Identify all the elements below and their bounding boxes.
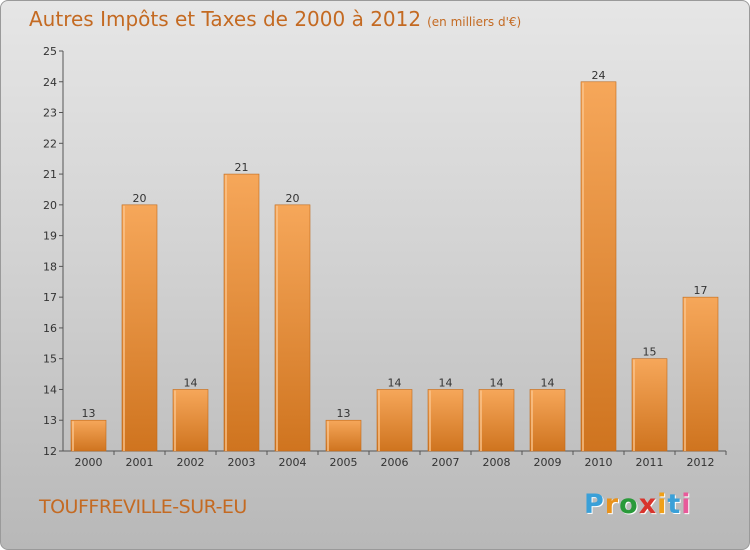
bar (223, 173, 260, 452)
x-tick-label: 2002 (177, 456, 205, 469)
data-label: 13 (82, 407, 96, 420)
data-label: 15 (643, 346, 657, 359)
bar (682, 296, 719, 452)
x-tick-label: 2010 (585, 456, 613, 469)
bar-highlight (429, 390, 431, 451)
bar (121, 204, 158, 452)
bar-highlight (225, 175, 227, 452)
x-tick-label: 2006 (381, 456, 409, 469)
y-tick-label: 23 (43, 107, 57, 120)
x-tick-label: 2011 (636, 456, 664, 469)
x-tick-label: 2007 (432, 456, 460, 469)
bar-highlight (174, 390, 176, 451)
y-axis: 12 13 14 15 16 17 18 19 20 21 22 23 24 25 (43, 45, 64, 458)
y-tick-label: 19 (43, 230, 57, 243)
data-label: 14 (388, 376, 402, 389)
y-tick-label: 21 (43, 168, 57, 181)
chart-title: Autres Impôts et Taxes de 2000 à 2012 (en… (29, 7, 521, 31)
bar-highlight (327, 421, 329, 451)
logo-letter: i (657, 489, 668, 520)
bar-highlight (684, 298, 686, 451)
bar (274, 204, 311, 452)
x-tick-label: 2003 (228, 456, 256, 469)
bar (325, 419, 362, 452)
chart-title-text: Autres Impôts et Taxes de 2000 à 2012 (29, 7, 422, 31)
proxiti-logo[interactable]: Proxiti (584, 489, 692, 520)
y-tick-label: 16 (43, 322, 57, 335)
y-tick-label: 24 (43, 76, 57, 89)
y-tick-label: 20 (43, 199, 57, 212)
logo-letter: r (604, 489, 620, 520)
data-label: 24 (592, 69, 606, 82)
logo-letter: P (584, 489, 605, 520)
data-label: 21 (235, 161, 249, 174)
data-label: 14 (439, 376, 453, 389)
y-tick-label: 15 (43, 353, 57, 366)
bar (478, 389, 515, 452)
bar (427, 389, 464, 452)
logo-letter: o (619, 489, 639, 520)
x-tick-label: 2001 (126, 456, 154, 469)
bar-highlight (72, 421, 74, 451)
x-tick-label: 2004 (279, 456, 307, 469)
bar (631, 358, 668, 452)
bar-highlight (582, 82, 584, 452)
chart-unit: (en milliers d'€) (427, 15, 522, 29)
commune-name: TOUFFREVILLE-SUR-EU (39, 496, 247, 518)
y-tick-label: 22 (43, 137, 57, 150)
bar (580, 81, 617, 452)
bar (529, 389, 566, 452)
bar-highlight (633, 359, 635, 451)
x-axis: 2000 2001 2002 2003 2004 2005 2006 2007 2008 2009… (63, 450, 727, 469)
x-tick-label: 2008 (483, 456, 511, 469)
y-tick-label: 13 (43, 414, 57, 427)
x-tick-label: 2009 (534, 456, 562, 469)
bar-highlight (276, 205, 278, 451)
bar-highlight (531, 390, 533, 451)
x-tick-label: 2005 (330, 456, 358, 469)
x-tick-label: 2012 (687, 456, 715, 469)
data-labels: 13 20 14 21 20 13 14 14 14 14 24 15 17 (82, 69, 708, 420)
bar-highlight (480, 390, 482, 451)
bar-highlight (123, 205, 125, 451)
bar-series (70, 81, 719, 452)
data-label: 13 (337, 407, 351, 420)
data-label: 14 (490, 376, 504, 389)
x-tick-label: 2000 (75, 456, 103, 469)
data-label: 20 (133, 192, 147, 205)
bar (172, 389, 209, 452)
bar (70, 419, 107, 452)
logo-letter: x (638, 489, 658, 520)
data-label: 17 (694, 284, 708, 297)
data-label: 20 (286, 192, 300, 205)
y-tick-label: 14 (43, 383, 57, 396)
bar-highlight (378, 390, 380, 451)
data-label: 14 (184, 376, 198, 389)
y-tick-label: 25 (43, 45, 57, 58)
y-tick-label: 18 (43, 260, 57, 273)
bar (376, 389, 413, 452)
y-tick-label: 12 (43, 445, 57, 458)
data-label: 14 (541, 376, 555, 389)
logo-letter: i (681, 489, 692, 520)
y-tick-label: 17 (43, 291, 57, 304)
logo-letter: t (667, 489, 682, 520)
